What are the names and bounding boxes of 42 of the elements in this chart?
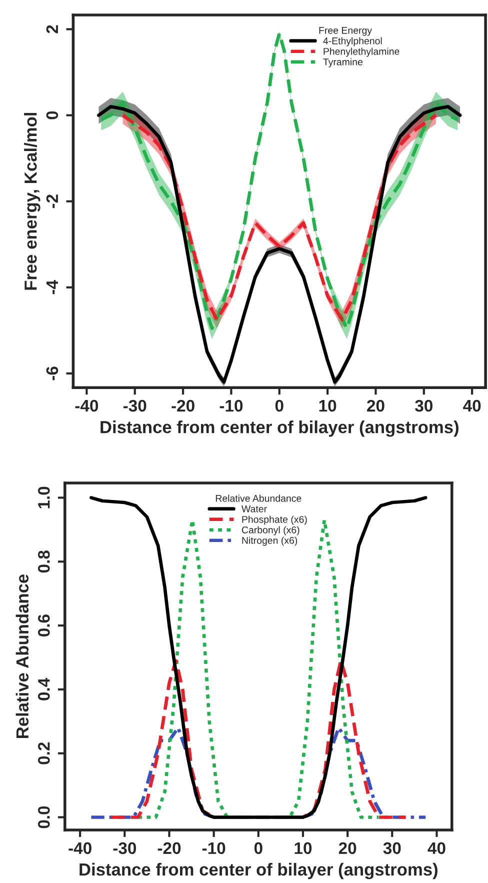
y-tick-label: 0.6 — [38, 614, 50, 636]
y-axis-title: Free energy, Kcal/mol — [24, 112, 40, 290]
y-tick-label: 1.0 — [38, 486, 50, 508]
legend-title: Relative Abundance — [216, 494, 302, 502]
legend-title: Free Energy — [319, 27, 372, 36]
x-tick-label: -40 — [68, 842, 92, 854]
x-tick-label: -20 — [172, 400, 194, 412]
x-tick-label: 10 — [319, 400, 336, 412]
y-tick-label: 0.4 — [38, 678, 50, 700]
x-tick-label: 30 — [383, 842, 401, 854]
x-tick-label: 0 — [254, 842, 262, 854]
y-tick-label: -6 — [46, 366, 58, 380]
x-tick-label: 40 — [463, 400, 481, 412]
x-tick-label: 20 — [367, 400, 384, 412]
x-axis-title: Distance from center of bilayer (angstroms) — [80, 862, 438, 880]
x-tick-label: -30 — [113, 842, 136, 854]
y-tick-label: 2 — [46, 25, 58, 34]
y-tick-label: 0.8 — [38, 550, 50, 573]
y-tick-label: 0.0 — [38, 806, 50, 828]
x-axis-title: Distance from center of bilayer (angstroms) — [100, 420, 458, 437]
x-tick-label: -30 — [123, 400, 146, 412]
y-axis-title: Relative Abundance — [16, 574, 29, 738]
legend-label: Phosphate (x6) — [242, 516, 307, 525]
legend-label: Nitrogen (x6) — [242, 536, 298, 546]
y-tick-label: -2 — [46, 194, 58, 208]
legend-label: Carbonyl (x6) — [242, 526, 300, 536]
legend-label: Tyramine — [323, 58, 362, 68]
x-tick-label: 20 — [338, 842, 356, 854]
y-tick-label: 0 — [46, 111, 58, 120]
x-tick-label: -20 — [158, 842, 181, 854]
x-tick-label: 30 — [415, 400, 432, 412]
y-tick-label: 0.2 — [38, 742, 50, 764]
x-tick-label: -10 — [202, 842, 226, 854]
x-tick-label: -40 — [75, 400, 98, 412]
x-tick-label: 40 — [428, 842, 446, 854]
x-tick-label: 10 — [294, 842, 312, 854]
y-tick-label: -4 — [46, 280, 58, 294]
legend-label: Phenylethylamine — [324, 48, 400, 57]
legend-label: Water — [242, 506, 267, 512]
legend-label: 4-Ethylphenol — [323, 37, 382, 46]
x-tick-label: 0 — [275, 400, 284, 412]
x-tick-label: -10 — [220, 400, 243, 412]
